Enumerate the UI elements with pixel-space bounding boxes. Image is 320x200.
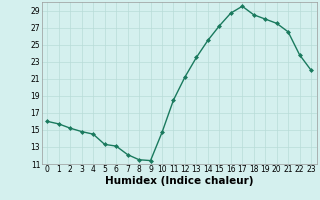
X-axis label: Humidex (Indice chaleur): Humidex (Indice chaleur) xyxy=(105,176,253,186)
